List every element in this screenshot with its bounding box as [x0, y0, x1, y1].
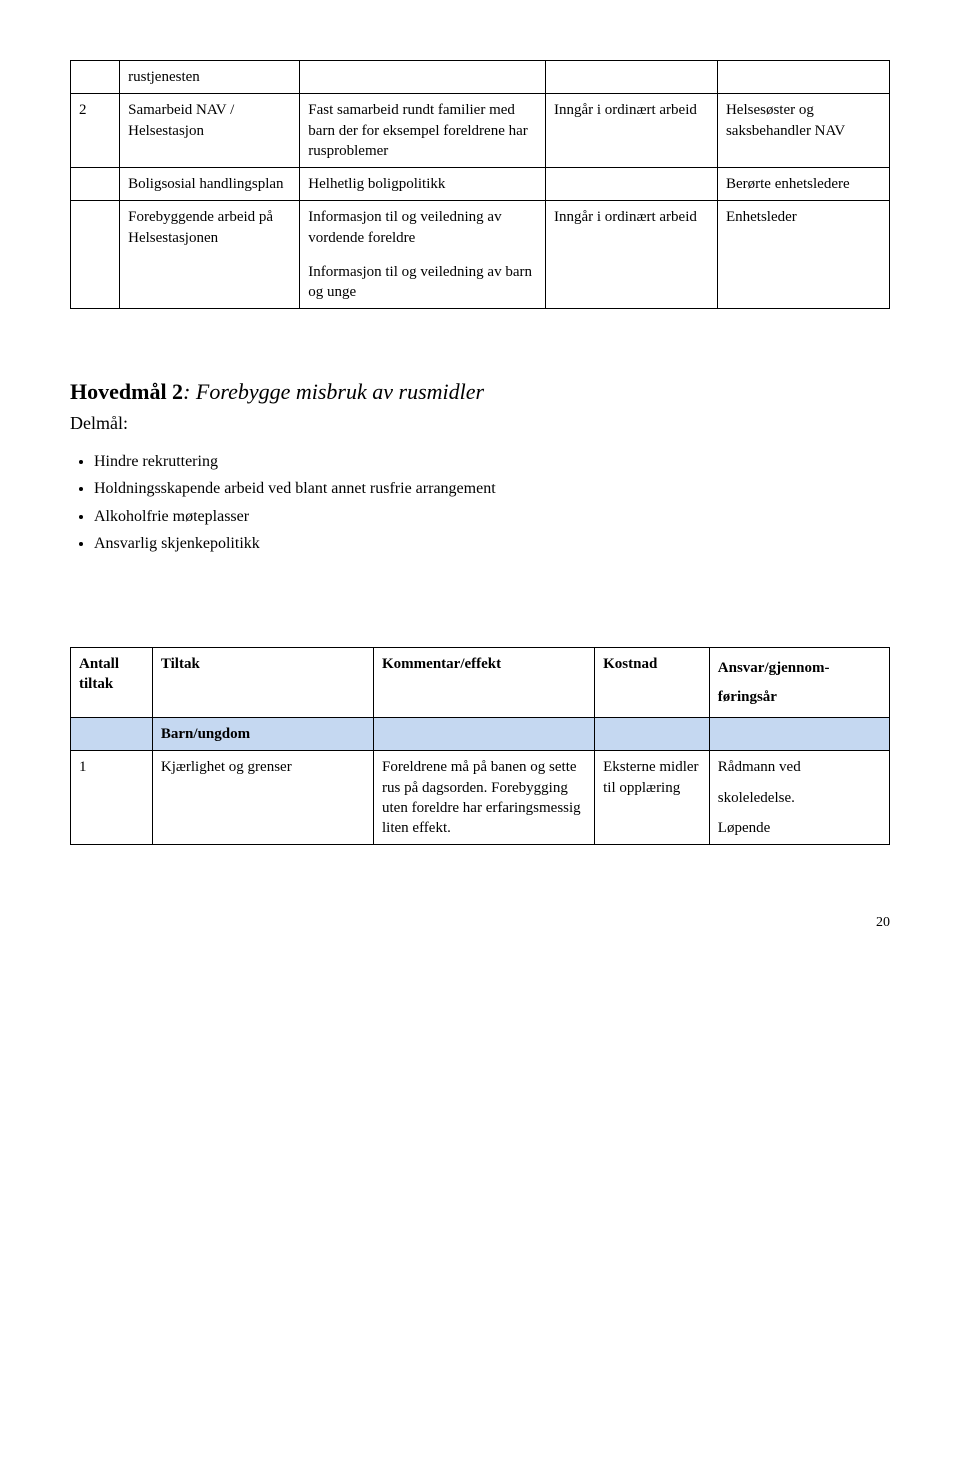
col-header: Kommentar/effekt — [374, 648, 595, 718]
table-header-row: Antall tiltak Tiltak Kommentar/effekt Ko… — [71, 648, 890, 718]
col-header: Ansvar/gjennom- føringsår — [709, 648, 889, 718]
cell: Helhetlig boligpolitikk — [300, 168, 546, 201]
table-row: Boligsosial handlingsplan Helhetlig boli… — [71, 168, 890, 201]
table-row-shaded: Barn/ungdom — [71, 718, 890, 751]
heading-bold: Hovedmål 2 — [70, 379, 183, 404]
cell: Inngår i ordinært arbeid — [545, 201, 717, 309]
cell: Berørte enhetsledere — [717, 168, 889, 201]
cell — [71, 168, 120, 201]
cell: Enhetsleder — [717, 201, 889, 309]
cell: Inngår i ordinært arbeid — [545, 94, 717, 168]
cell: 1 — [71, 751, 153, 845]
cell-para: Informasjon til og veiledning av vordend… — [308, 207, 537, 248]
cell-para: skoleledelse. — [718, 788, 881, 808]
cell: rustjenesten — [120, 61, 300, 94]
cell: Kjærlighet og grenser — [152, 751, 373, 845]
cell: 2 — [71, 94, 120, 168]
page-number: 20 — [70, 915, 890, 931]
cell-para: Løpende — [718, 818, 881, 838]
cell: Boligsosial handlingsplan — [120, 168, 300, 201]
cell — [71, 201, 120, 309]
table-row: rustjenesten — [71, 61, 890, 94]
heading-rest: : Forebygge misbruk av rusmidler — [183, 379, 484, 404]
cell: Helsesøster og saksbehandler NAV — [717, 94, 889, 168]
table-row: 1 Kjærlighet og grenser Foreldrene må på… — [71, 751, 890, 845]
cell — [71, 61, 120, 94]
cell: Barn/ungdom — [152, 718, 373, 751]
list-item: Ansvarlig skjenkepolitikk — [94, 530, 890, 557]
cell: Samarbeid NAV / Helsestasjon — [120, 94, 300, 168]
cell — [71, 718, 153, 751]
cell-para: Informasjon til og veiledning av barn og… — [308, 262, 537, 303]
cell: Informasjon til og veiledning av vordend… — [300, 201, 546, 309]
col-header: Antall tiltak — [71, 648, 153, 718]
table-row: 2 Samarbeid NAV / Helsestasjon Fast sama… — [71, 94, 890, 168]
cell — [300, 61, 546, 94]
cell: Forebyggende arbeid på Helsestasjonen — [120, 201, 300, 309]
bullet-list: Hindre rekruttering Holdningsskapende ar… — [94, 448, 890, 557]
cell — [545, 61, 717, 94]
delmal-label: Delmål: — [70, 413, 890, 434]
cell — [374, 718, 595, 751]
cell — [595, 718, 710, 751]
table-2: Antall tiltak Tiltak Kommentar/effekt Ko… — [70, 647, 890, 845]
list-item: Alkoholfrie møteplasser — [94, 503, 890, 530]
cell-para: Rådmann ved — [718, 757, 881, 777]
list-item: Holdningsskapende arbeid ved blant annet… — [94, 475, 890, 502]
cell: Eksterne midler til opplæring — [595, 751, 710, 845]
list-item: Hindre rekruttering — [94, 448, 890, 475]
col-header: Tiltak — [152, 648, 373, 718]
cell — [545, 168, 717, 201]
cell: Rådmann ved skoleledelse. Løpende — [709, 751, 889, 845]
cell — [709, 718, 889, 751]
table-1: rustjenesten 2 Samarbeid NAV / Helsestas… — [70, 60, 890, 309]
cell — [717, 61, 889, 94]
table-row: Forebyggende arbeid på Helsestasjonen In… — [71, 201, 890, 309]
cell: Fast samarbeid rundt familier med barn d… — [300, 94, 546, 168]
section-heading: Hovedmål 2: Forebygge misbruk av rusmidl… — [70, 379, 890, 405]
col-header: Kostnad — [595, 648, 710, 718]
cell: Foreldrene må på banen og sette rus på d… — [374, 751, 595, 845]
